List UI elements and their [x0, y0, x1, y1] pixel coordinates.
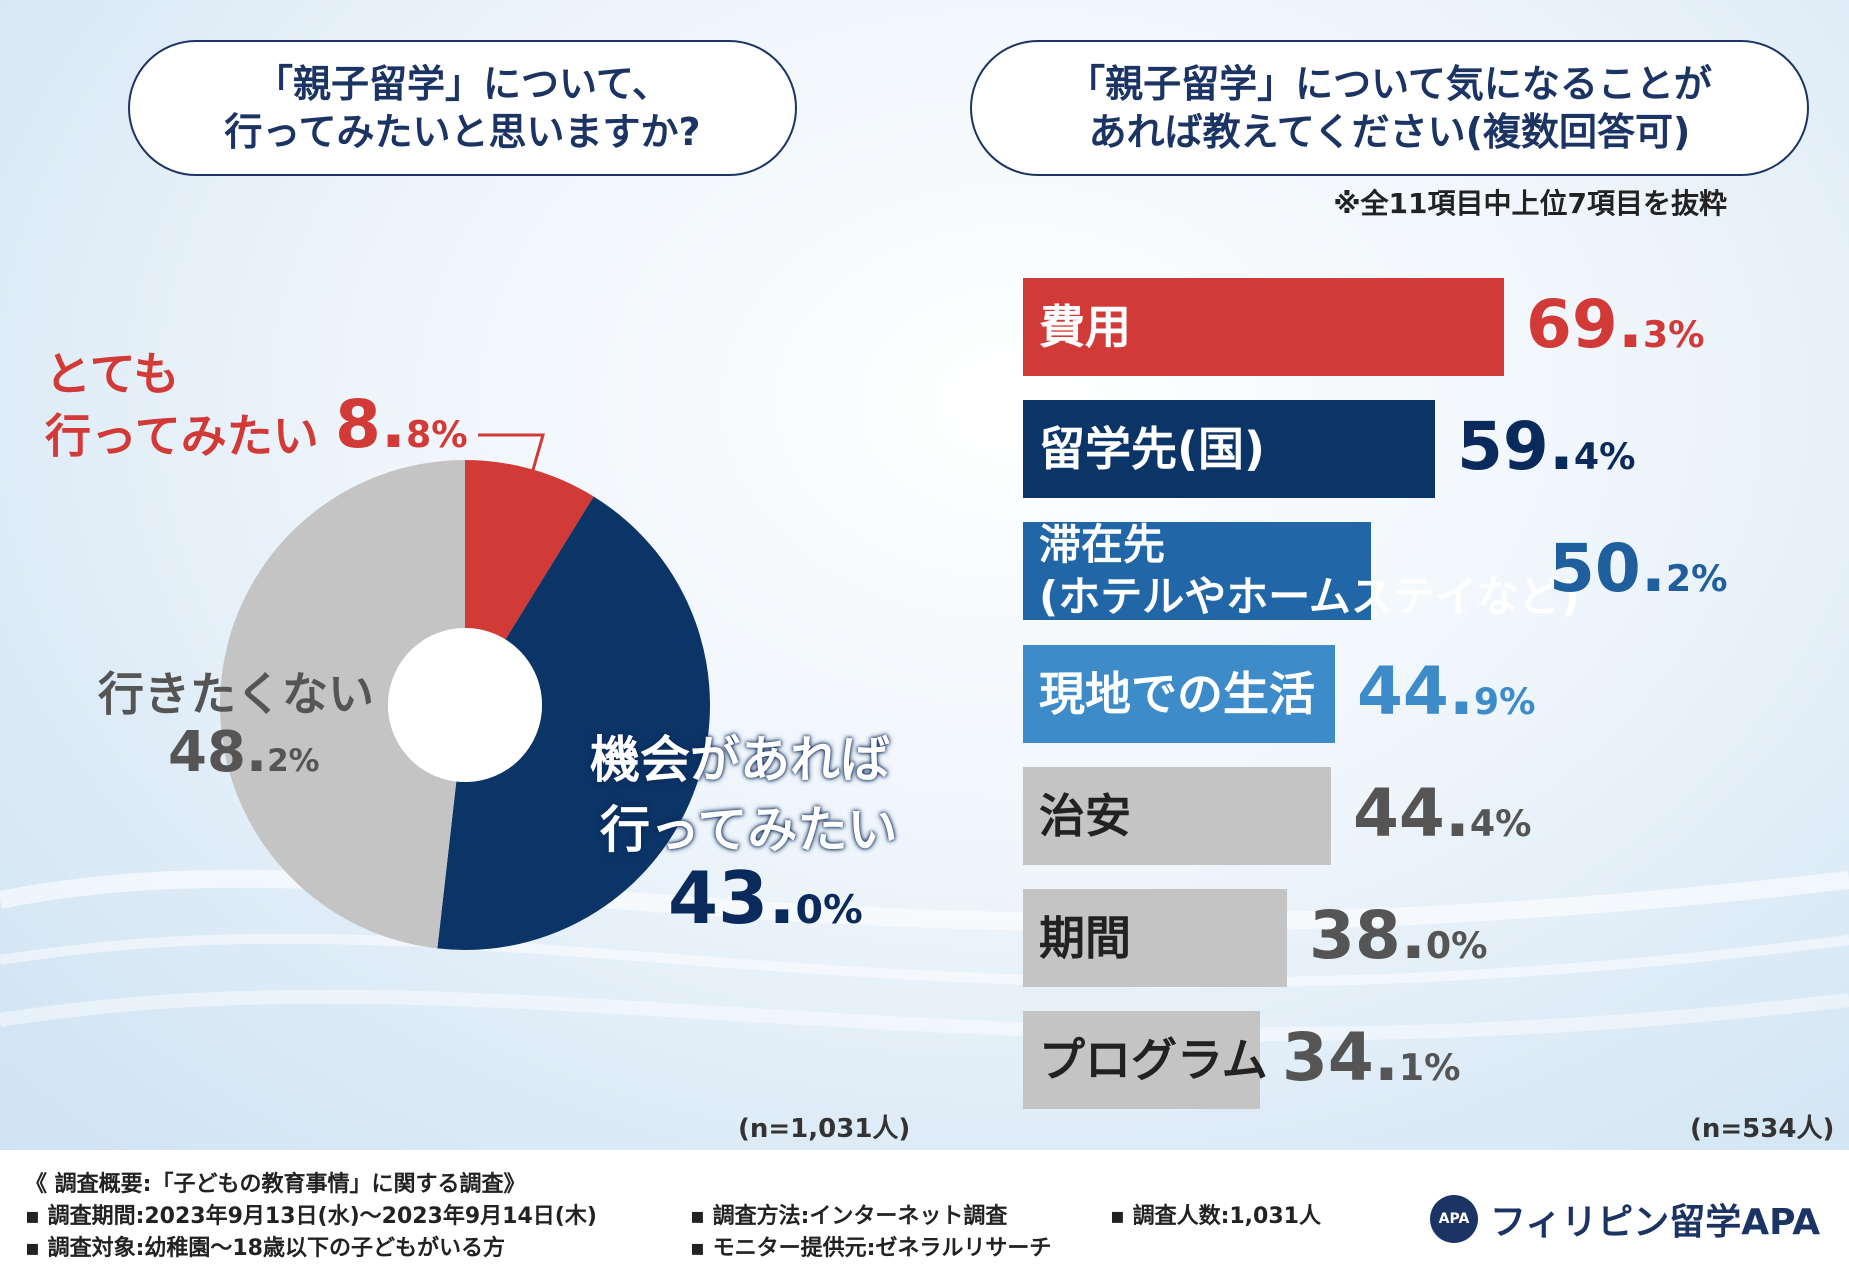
opp-percent-dec: 0% [795, 887, 863, 933]
not-percent-dec: 2% [267, 743, 320, 779]
very-percent-dec: 8% [406, 413, 468, 456]
bar-label: 治安 [1039, 790, 1131, 842]
bar-value-dec: 1% [1398, 1046, 1461, 1089]
bar-value-dec: 4% [1469, 802, 1532, 845]
bar-label: 留学先(国) [1039, 423, 1265, 475]
bar-value-4: 44.4% [1353, 775, 1532, 852]
bar-label-line: 治安 [1039, 789, 1131, 843]
bar-label-line: 現地での生活 [1039, 667, 1315, 721]
very-label-line1: とても [45, 347, 180, 401]
brand-name: フィリピン留学APA [1490, 1202, 1821, 1243]
left-question-line2: 行ってみたいと思いますか? [224, 110, 701, 154]
bar-6: プログラム [1023, 1011, 1268, 1109]
opp-label-line1: 機会があれば [590, 731, 890, 789]
right-question-line1: 「親子留学」について気になることが [1067, 62, 1712, 106]
left-question-box: 「親子留学」について、 行ってみたいと思いますか? [128, 40, 797, 176]
bar-2: 滞在先 (ホテルやホームステイなど) [1023, 520, 1580, 621]
bar-3: 現地での生活 [1023, 645, 1335, 743]
bar-value-int: 34. [1282, 1019, 1399, 1096]
bar-1: 留学先(国) [1023, 400, 1435, 498]
apa-logo-icon: APA [1430, 1195, 1478, 1243]
pie-slice-1 [437, 496, 710, 950]
bar-value-3: 44.9% [1357, 653, 1536, 730]
survey-method: ▪ 調査方法:インターネット調査 [690, 1204, 1008, 1229]
bar-label: 滞在先 (ホテルやホームステイなど) [1039, 519, 1580, 623]
left-question-line1: 「親子留学」について、 [255, 62, 670, 106]
not-percent: 48.2% [168, 720, 320, 785]
bar-4: 治安 [1023, 767, 1331, 865]
bar-0: 費用 [1023, 278, 1504, 376]
bar-label-line: プログラム [1039, 1033, 1268, 1087]
bar-value-dec: 9% [1473, 680, 1536, 723]
not-label: 行きたくない [98, 667, 374, 721]
opp-label-line2: 行ってみたい [600, 801, 898, 859]
bar-value-2: 50.2% [1549, 530, 1728, 607]
bar-label-line: 留学先(国) [1039, 422, 1266, 476]
bar-label-line: 費用 [1039, 300, 1131, 354]
bar-label: 費用 [1039, 301, 1131, 353]
survey-provider: ▪ モニター提供元:ゼネラルリサーチ [690, 1236, 1052, 1261]
bar-value-int: 38. [1309, 897, 1426, 974]
background-waves [0, 0, 1849, 1150]
donut-chart [220, 460, 710, 950]
bar-value-int: 69. [1526, 286, 1643, 363]
bar-5: 期間 [1023, 889, 1287, 987]
bar-value-int: 59. [1457, 408, 1574, 485]
bar-value-1: 59.4% [1457, 408, 1636, 485]
top7-note: ※全11項目中上位7項目を抜粋 [1333, 187, 1727, 220]
bar-value-5: 38.0% [1309, 897, 1488, 974]
donut-hole [388, 628, 542, 782]
not-percent-int: 48. [168, 720, 268, 785]
bar-value-dec: 3% [1642, 313, 1705, 356]
bar-value-0: 69.3% [1526, 286, 1705, 363]
pie-slice-0 [465, 460, 594, 640]
bar-label: 期間 [1039, 912, 1131, 964]
survey-name: 《 調査概要:「子どもの教育事情」に関する調査》 [25, 1172, 526, 1197]
very-percent: 8.8% [335, 386, 468, 463]
leader-line [478, 433, 545, 471]
opp-percent-int: 43. [668, 856, 796, 940]
survey-target: ▪ 調査対象:幼稚園〜18歳以下の子どもがいる方 [25, 1236, 505, 1261]
bar-label-line: 期間 [1039, 911, 1131, 965]
opp-percent: 43.0% [668, 856, 863, 940]
bar-value-dec: 4% [1573, 435, 1636, 478]
bar-label-line: (ホテルやホームステイなど) [1039, 572, 1581, 621]
bar-value-dec: 2% [1665, 557, 1728, 600]
n-left: (n=1,031人) [738, 1114, 911, 1144]
right-question-box: 「親子留学」について気になることが あれば教えてください(複数回答可) [970, 40, 1809, 176]
brand-logo: APA フィリピン留学APA [1430, 1193, 1820, 1245]
bar-label-line: 滞在先 [1039, 520, 1166, 569]
very-label-line2: 行ってみたい [45, 409, 319, 463]
survey-count: ▪ 調査人数:1,031人 [1110, 1204, 1321, 1229]
bar-value-dec: 0% [1425, 924, 1488, 967]
n-right: (n=534人) [1690, 1114, 1835, 1144]
bar-label: 現地での生活 [1039, 668, 1315, 720]
bar-value-int: 44. [1357, 653, 1474, 730]
bar-label: プログラム [1039, 1034, 1268, 1086]
bar-value-int: 50. [1549, 530, 1666, 607]
right-question-line2: あれば教えてください(複数回答可) [1088, 110, 1691, 154]
footer: 《 調査概要:「子どもの教育事情」に関する調査》 ▪ 調査期間:2023年9月1… [0, 1150, 1849, 1280]
very-percent-int: 8. [335, 386, 406, 463]
bar-value-6: 34.1% [1282, 1019, 1461, 1096]
bar-value-int: 44. [1353, 775, 1470, 852]
survey-period: ▪ 調査期間:2023年9月13日(水)〜2023年9月14日(木) [25, 1204, 597, 1229]
pie-slice-2 [220, 460, 465, 949]
